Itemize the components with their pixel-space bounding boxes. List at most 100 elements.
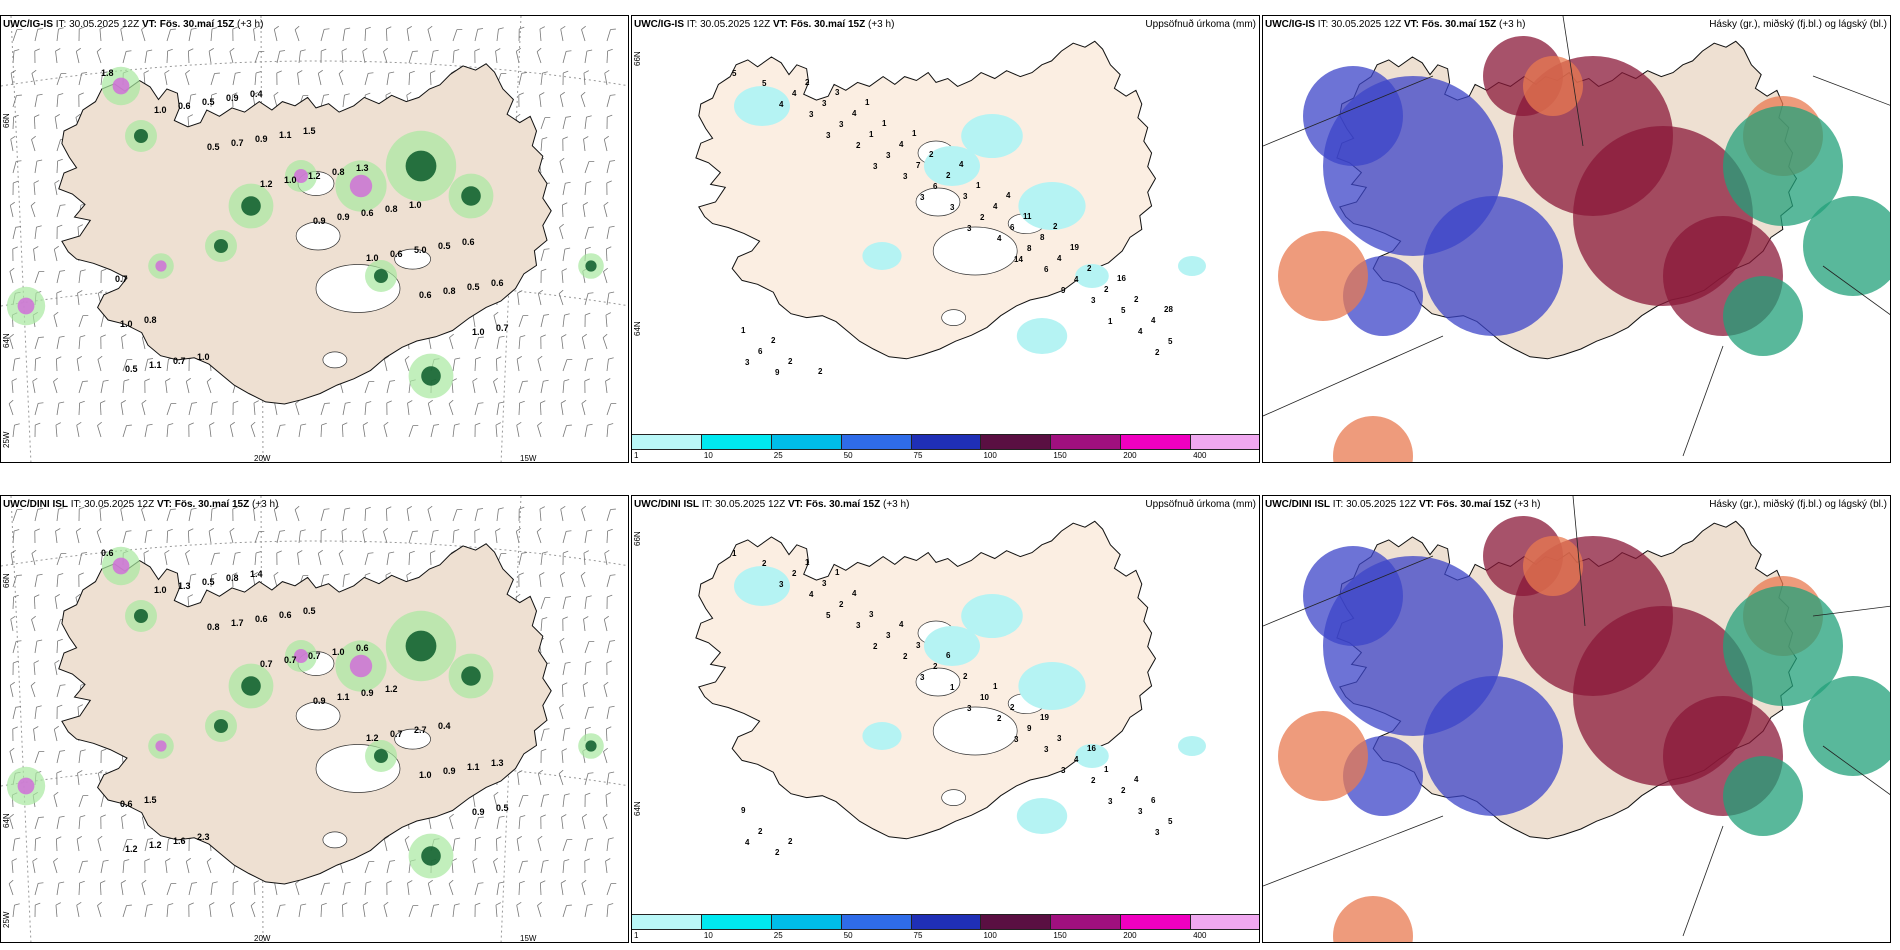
- wind-barb: [210, 507, 218, 522]
- wind-barb: [408, 50, 418, 64]
- wind-barb: [474, 422, 481, 438]
- wind-barb: [12, 508, 23, 522]
- obs-value: 1.4: [250, 569, 263, 579]
- precip-area: [1018, 662, 1086, 710]
- wind-barb: [297, 70, 303, 86]
- panel-igis-cloud: UWC/IG-IS IT: 30.05.2025 12Z VT: Fös. 30…: [1262, 15, 1891, 463]
- wind-barb: [122, 838, 133, 852]
- wind-barb: [320, 422, 327, 438]
- wind-barb: [297, 550, 303, 566]
- obs-value: 1.0: [366, 253, 379, 263]
- colorbar-swatch: [701, 434, 772, 450]
- wind-barb: [141, 399, 147, 416]
- wind-barb: [383, 47, 388, 64]
- wind-barb: [603, 201, 609, 218]
- obs-value: 0.9: [337, 212, 350, 222]
- wind-barb: [537, 289, 543, 306]
- wind-barb: [584, 226, 594, 240]
- wind-barb: [583, 616, 589, 632]
- precip-area: [734, 86, 790, 126]
- colorbar-swatch: [632, 434, 702, 450]
- precip-value: 3: [1138, 807, 1143, 816]
- wind-barb: [427, 505, 433, 522]
- obs-value: 1.3: [356, 163, 369, 173]
- lat-label-66: 66N: [633, 531, 642, 546]
- wind-barb: [562, 136, 568, 152]
- wind-barb: [474, 836, 481, 852]
- wind-barb: [12, 594, 19, 610]
- wind-barb: [430, 904, 440, 918]
- wind-barb: [295, 879, 300, 896]
- obs-value: 1.2: [125, 844, 138, 854]
- obs-value: 0.9: [361, 688, 374, 698]
- wind-barb: [493, 311, 499, 328]
- wind-barb: [537, 835, 543, 852]
- wind-barb: [584, 358, 594, 372]
- obs-value: 0.9: [255, 134, 268, 144]
- wind-barb: [516, 836, 522, 852]
- wind-barb: [559, 91, 565, 108]
- wind-barb: [254, 50, 265, 64]
- colorbar-tick: 100: [983, 451, 997, 460]
- wind-barb: [561, 202, 568, 218]
- cloud-blob: [1803, 196, 1890, 296]
- precip-area: [1178, 736, 1206, 756]
- wind-barb: [12, 94, 22, 108]
- obs-value: 0.5: [467, 282, 480, 292]
- wind-barb: [34, 639, 43, 654]
- wind-barb: [540, 379, 549, 394]
- cloud-blob: [1423, 196, 1563, 336]
- wind-barb: [254, 71, 262, 86]
- wind-barb: [605, 312, 611, 328]
- wind-barb: [210, 552, 220, 566]
- wind-barb: [580, 571, 586, 588]
- wind-barb: [210, 572, 217, 588]
- precip-blob-core: [17, 777, 35, 795]
- precip-area: [1016, 798, 1068, 834]
- precip-value: 2: [1053, 222, 1058, 231]
- wind-barb: [561, 682, 568, 698]
- precip-value: 3: [873, 162, 878, 171]
- precip-value: 2: [929, 150, 934, 159]
- glacier: [322, 351, 348, 369]
- obs-value: 0.8: [144, 315, 157, 325]
- wind-barb: [56, 815, 65, 830]
- wind-barb: [495, 902, 501, 918]
- precip-value: 2: [980, 213, 985, 222]
- precip-blob-core: [241, 676, 261, 696]
- wind-barb: [452, 508, 463, 522]
- obs-value: 0.6: [279, 610, 292, 620]
- precip-value: 3: [869, 610, 874, 619]
- precip-value: 4: [1057, 254, 1062, 263]
- precip-value: 4: [899, 620, 904, 629]
- wind-barb: [406, 26, 412, 42]
- precip-value: 2: [1134, 295, 1139, 304]
- wind-barb: [320, 508, 330, 522]
- wind-barb: [606, 291, 615, 306]
- colorbar-tick: 50: [843, 451, 853, 460]
- wind-barb: [33, 726, 39, 742]
- obs-value: 0.5: [125, 364, 138, 374]
- wind-barb: [472, 857, 478, 874]
- wind-barb: [561, 268, 567, 284]
- precip-value: 2: [933, 662, 938, 671]
- wind-barb: [474, 336, 484, 350]
- precip-blob-core: [349, 654, 373, 678]
- wind-barb: [12, 423, 20, 438]
- precip-blob-core: [112, 557, 130, 575]
- wind-barb: [77, 770, 83, 786]
- wind-barb: [253, 506, 259, 522]
- colorbar-tick: 10: [703, 451, 713, 460]
- precip-value: 3: [822, 579, 827, 588]
- wind-barb: [320, 882, 330, 896]
- wind-barb: [232, 551, 241, 566]
- wind-barb: [32, 377, 38, 394]
- wind-barb: [122, 904, 132, 918]
- obs-value: 0.9: [443, 766, 456, 776]
- precip-value: 3: [1155, 828, 1160, 837]
- colorbar-swatch: [1121, 434, 1192, 450]
- precip-value: 4: [852, 589, 857, 598]
- wind-barb: [518, 400, 525, 416]
- wind-barb: [100, 379, 109, 394]
- wind-barb: [427, 399, 433, 416]
